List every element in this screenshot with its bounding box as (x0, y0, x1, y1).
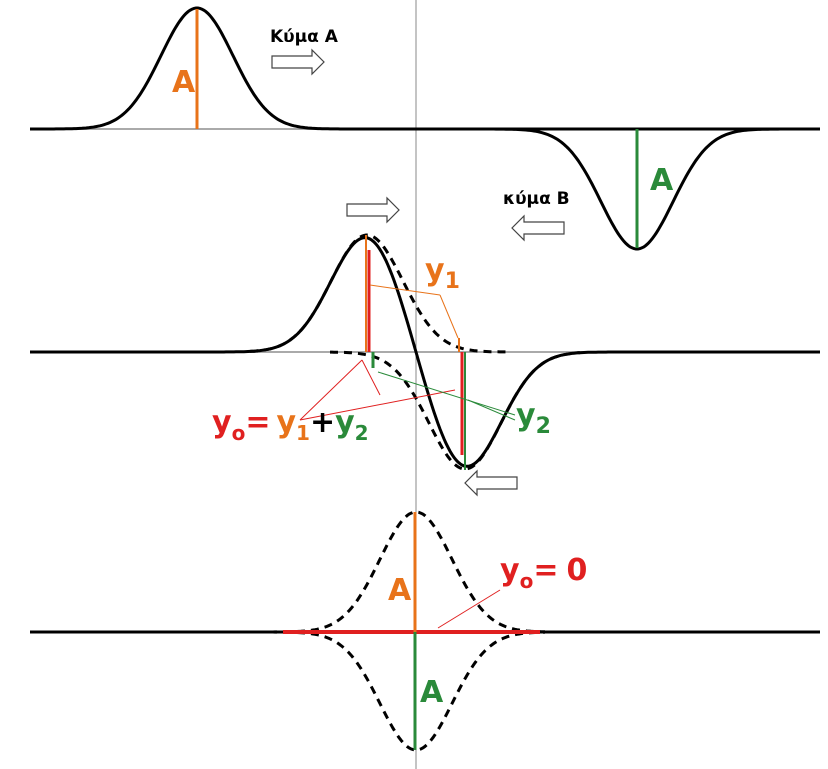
wave-b-dashed (255, 630, 545, 752)
amplitude-label: A (388, 573, 412, 608)
pointer (467, 399, 516, 421)
direction-arrow (464, 469, 518, 497)
pointer (437, 589, 501, 629)
amplitude-label: A (172, 65, 196, 100)
wave-a-dashed (249, 233, 511, 354)
pointer (299, 359, 363, 421)
direction-arrow (346, 196, 400, 224)
pointer (299, 389, 456, 421)
wave-b-dashed (330, 350, 581, 471)
wave-a (30, 6, 820, 131)
pointer (377, 371, 516, 416)
result-label: yo= 0 (500, 553, 587, 593)
shapes (30, 0, 820, 769)
y2-label: y2 (516, 398, 551, 439)
direction-arrow (511, 214, 565, 242)
amplitude-label: A (420, 675, 444, 710)
wave-a-label: Κύμα Α (270, 27, 339, 47)
superposition (30, 236, 820, 468)
y1-label: y1 (425, 253, 460, 294)
formula: yo= y1+y2 (212, 405, 369, 445)
amplitude-label: A (650, 163, 674, 198)
wave-b (400, 127, 820, 251)
pointer (369, 284, 441, 296)
pointer (439, 294, 459, 339)
wave-b-label: κύμα Β (503, 189, 570, 209)
direction-arrow (271, 48, 325, 76)
pointer (361, 359, 381, 396)
